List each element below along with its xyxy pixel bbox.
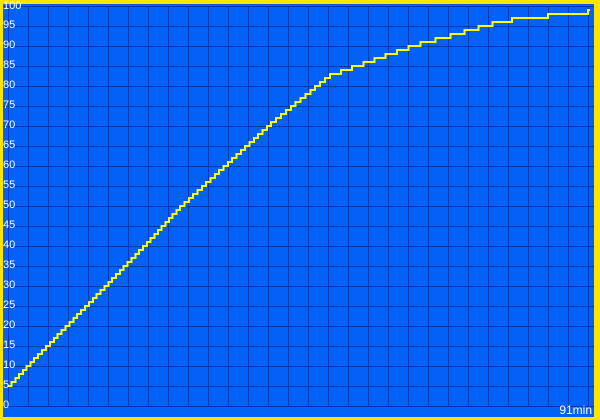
y-axis-tick-label: 35 <box>3 259 16 271</box>
y-axis-tick-label: 100 <box>3 0 22 12</box>
y-axis-tick-label: 45 <box>3 219 16 231</box>
y-axis-tick-label: 50 <box>3 199 16 211</box>
y-axis-tick-label: 30 <box>3 279 16 291</box>
y-axis-tick-label: 65 <box>3 139 16 151</box>
y-axis-tick-label: 85 <box>3 59 16 71</box>
plot-area <box>3 4 594 417</box>
y-axis-tick-label: 15 <box>3 339 16 351</box>
y-axis-tick-label: 80 <box>3 79 16 91</box>
y-axis-tick-label: 75 <box>3 99 16 111</box>
y-axis-tick-label: 60 <box>3 159 16 171</box>
grid-lines <box>3 6 594 407</box>
y-axis-tick-label: 40 <box>3 239 16 251</box>
y-axis-tick-label: 0 <box>3 399 10 411</box>
y-axis-tick-label: 10 <box>3 359 16 371</box>
y-axis-tick-label: 90 <box>3 39 16 51</box>
y-axis-tick-label: 25 <box>3 299 16 311</box>
y-axis-tick-label: 55 <box>3 179 16 191</box>
duration-label: 91min <box>559 403 592 417</box>
y-axis-tick-label: 95 <box>3 19 16 31</box>
charge-curve-line <box>8 9 590 387</box>
y-axis-tick-label: 70 <box>3 119 16 131</box>
y-axis-tick-label: 20 <box>3 319 16 331</box>
y-axis-tick-label: 5 <box>3 379 10 391</box>
